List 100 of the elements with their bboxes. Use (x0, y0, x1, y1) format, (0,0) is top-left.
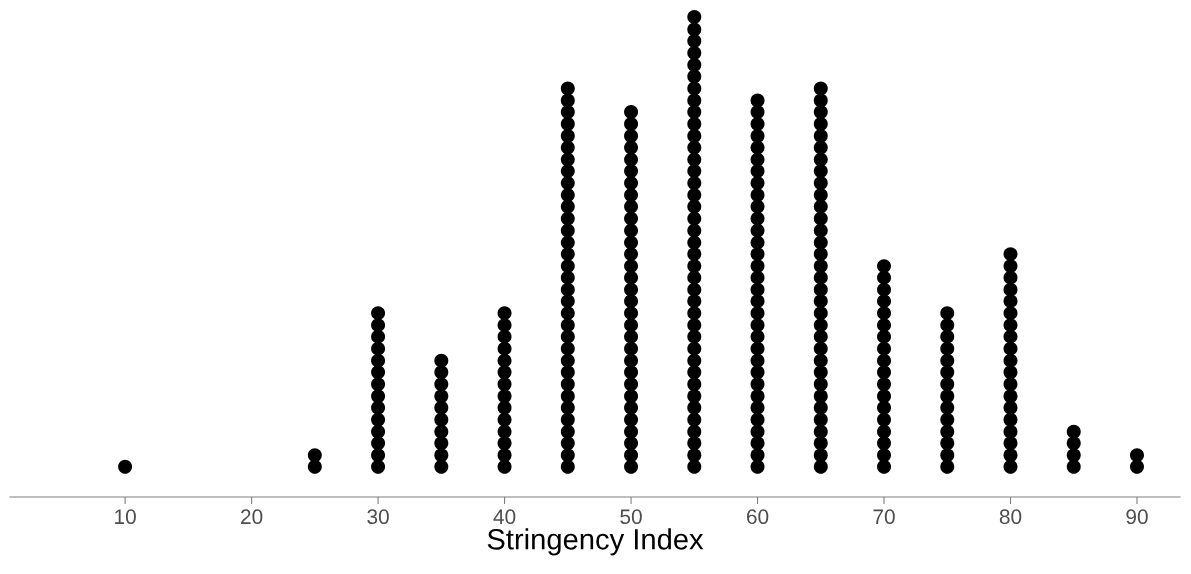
point (560, 105, 575, 120)
point (940, 424, 955, 439)
point (813, 353, 828, 368)
point (560, 235, 575, 250)
point (560, 211, 575, 226)
point (940, 306, 955, 321)
point (560, 365, 575, 380)
point (813, 365, 828, 380)
point (687, 164, 702, 179)
point (560, 436, 575, 451)
point (687, 377, 702, 392)
point (687, 34, 702, 48)
point (624, 282, 639, 297)
x-tick-label: 40 (493, 509, 516, 525)
point (624, 318, 639, 333)
x-tick-label: 50 (620, 509, 642, 525)
point (497, 424, 512, 439)
point (560, 412, 575, 427)
point (877, 282, 891, 297)
point (877, 341, 891, 356)
point (1003, 424, 1018, 439)
point (434, 412, 449, 427)
point (687, 448, 702, 463)
point (813, 247, 828, 262)
point (1066, 424, 1081, 439)
point (1130, 448, 1144, 463)
point (624, 199, 639, 214)
point (371, 341, 386, 356)
point (1003, 247, 1018, 262)
point (687, 247, 702, 262)
point (687, 318, 702, 333)
point (497, 459, 512, 474)
point (687, 389, 702, 404)
point (750, 117, 765, 132)
point (624, 389, 639, 404)
point (371, 353, 386, 368)
point (624, 270, 639, 285)
point (877, 424, 891, 439)
point (687, 69, 702, 84)
point (940, 341, 955, 356)
point (750, 188, 765, 203)
point (1130, 459, 1144, 474)
point (560, 152, 575, 167)
point (813, 377, 828, 392)
point (1003, 459, 1018, 474)
point (813, 412, 828, 427)
point (750, 412, 765, 427)
point (624, 211, 639, 226)
point (940, 318, 955, 333)
point (813, 129, 828, 144)
point (687, 188, 702, 203)
x-tick-label: 60 (747, 509, 769, 525)
point (624, 436, 639, 451)
point (687, 105, 702, 120)
point (687, 129, 702, 144)
point (371, 448, 386, 463)
point (560, 117, 575, 132)
x-tick-label: 90 (1126, 509, 1148, 525)
x-tick-label: 70 (873, 509, 895, 525)
point (750, 282, 765, 297)
point (813, 164, 828, 179)
point (877, 448, 891, 463)
point (877, 459, 891, 474)
point (750, 353, 765, 368)
point (877, 329, 891, 344)
point (434, 365, 449, 380)
point (687, 424, 702, 439)
point (687, 353, 702, 368)
point (877, 389, 891, 404)
point (687, 365, 702, 380)
point (877, 365, 891, 380)
point (1003, 412, 1018, 427)
point (624, 140, 639, 155)
point (560, 318, 575, 333)
point (560, 93, 575, 108)
point (813, 235, 828, 250)
point (497, 412, 512, 427)
point (750, 259, 765, 274)
point (1003, 259, 1018, 274)
x-tick-label: 30 (367, 509, 389, 525)
point (624, 448, 639, 463)
point (497, 341, 512, 356)
point (750, 129, 765, 144)
point (434, 389, 449, 404)
point (1003, 365, 1018, 380)
point (813, 424, 828, 439)
point (624, 105, 639, 120)
point (813, 341, 828, 356)
point (560, 353, 575, 368)
point (687, 10, 702, 24)
point (877, 294, 891, 309)
point (750, 318, 765, 333)
point (687, 176, 702, 191)
point (497, 318, 512, 333)
point (813, 152, 828, 167)
x-tick-label: 20 (241, 509, 263, 525)
point (750, 459, 765, 474)
point (624, 223, 639, 238)
x-tick-label: 10 (115, 509, 136, 525)
x-axis-title: Stringency Index (487, 528, 704, 556)
